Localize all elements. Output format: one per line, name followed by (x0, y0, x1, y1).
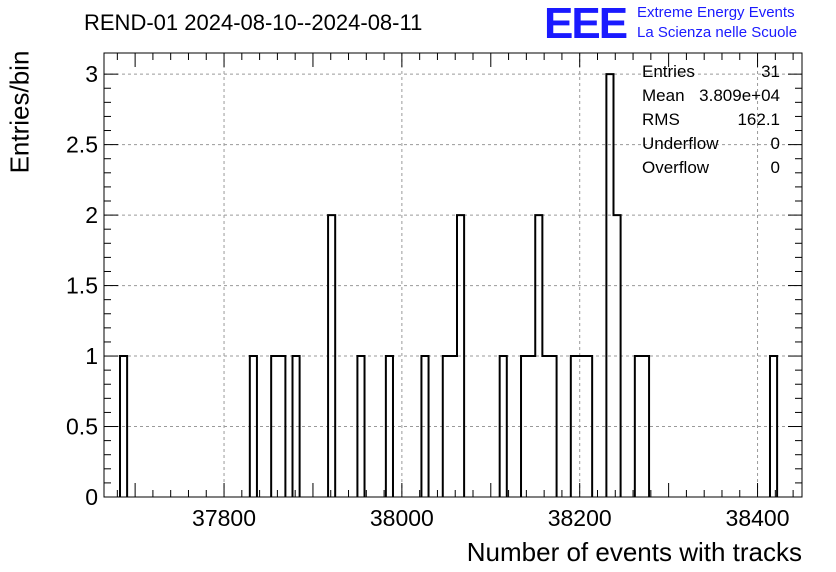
stats-row-overflow: Overflow 0 (642, 156, 780, 180)
chart-title: REND-01 2024-08-10--2024-08-11 (84, 10, 423, 35)
stats-key: Mean (642, 86, 685, 105)
stats-key: Entries (642, 62, 695, 81)
y-tick-label: 3 (85, 61, 98, 87)
plot-frame (103, 52, 803, 498)
x-tick-label: 38400 (726, 505, 790, 531)
stats-key: Overflow (642, 158, 710, 177)
eee-logo: EEE (544, 0, 628, 48)
x-tick-label: 38200 (548, 505, 612, 531)
stats-value: 162.1 (737, 110, 780, 129)
x-axis-label: Number of events with tracks (466, 537, 802, 567)
stats-key: Underflow (642, 134, 719, 153)
stats-box: Entries 31 Mean 3.809e+04 RMS 162.1 Unde… (642, 60, 780, 180)
stats-row-entries: Entries 31 (642, 60, 780, 84)
stats-row-mean: Mean 3.809e+04 (642, 84, 780, 108)
stats-value: 0 (770, 158, 780, 177)
stats-value: 31 (761, 62, 780, 81)
y-tick-label: 0.5 (66, 414, 98, 440)
y-tick-label: 1 (85, 343, 98, 369)
stats-value: 3.809e+04 (699, 86, 780, 105)
stats-row-rms: RMS 162.1 (642, 108, 780, 132)
x-tick-label: 38000 (370, 505, 434, 531)
y-tick-label: 0 (85, 484, 98, 510)
stats-row-underflow: Underflow 0 (642, 132, 780, 156)
stats-value: 0 (770, 134, 780, 153)
y-tick-label: 2 (85, 202, 98, 228)
y-axis-label: Entries/bin (4, 50, 35, 174)
y-tick-label: 1.5 (66, 273, 98, 299)
y-tick-label: 2.5 (66, 132, 98, 158)
logo-line-2: La Scienza nelle Scuole (637, 24, 798, 41)
logo-line-1: Extreme Energy Events (637, 4, 795, 21)
x-tick-label: 37800 (192, 505, 256, 531)
stats-key: RMS (642, 110, 680, 129)
histogram-outline (119, 73, 779, 497)
